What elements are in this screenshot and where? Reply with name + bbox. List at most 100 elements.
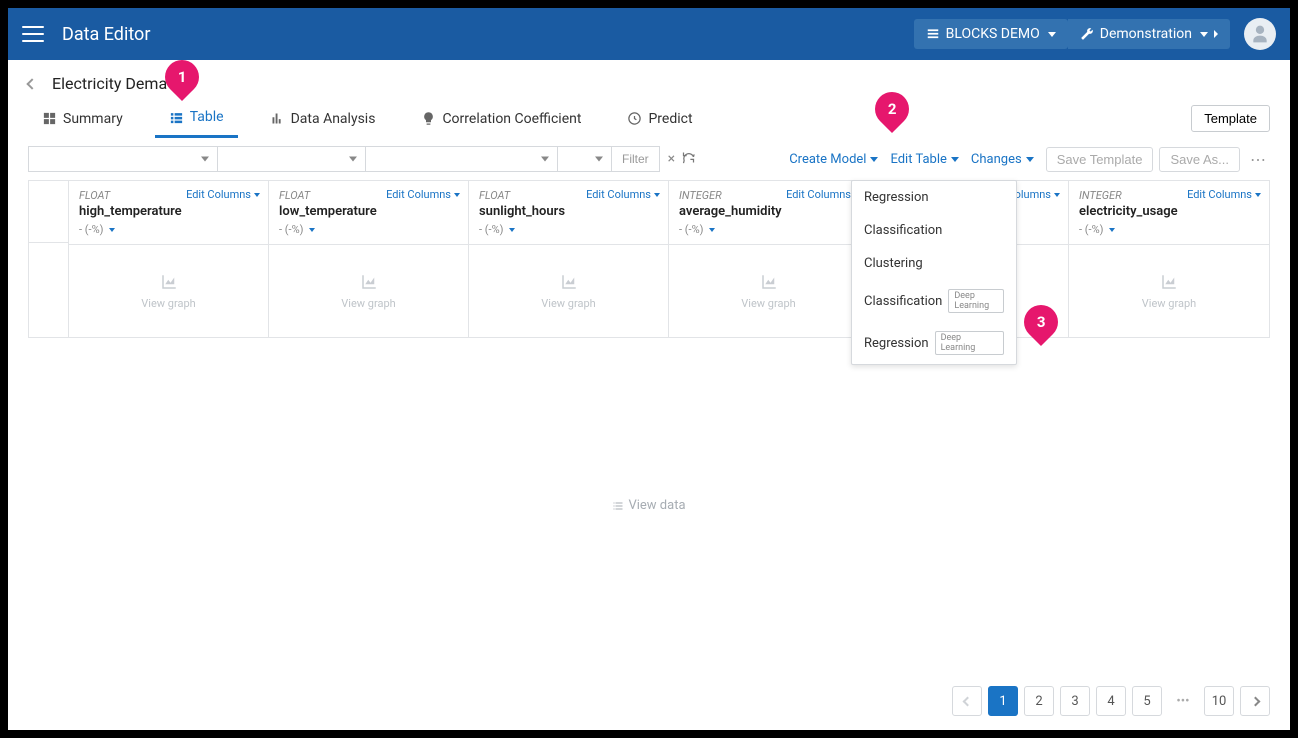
caret-down-icon [1048, 32, 1056, 37]
save-template-button[interactable]: Save Template [1046, 147, 1154, 172]
menu-item-label: Clustering [864, 256, 923, 271]
menu-icon[interactable] [22, 26, 44, 42]
chart-icon [358, 273, 380, 291]
list-icon [612, 500, 624, 512]
view-graph-cell[interactable]: View graph [69, 245, 268, 337]
more-icon[interactable]: ⋯ [1246, 150, 1270, 169]
callout-marker-2: 2 [875, 92, 909, 136]
user-icon [1250, 24, 1270, 44]
edit-columns-link[interactable]: Edit Columns [786, 188, 860, 201]
action-label: Create Model [789, 152, 866, 167]
column-stats[interactable]: - (-%) [79, 223, 258, 236]
toolbar: Filter × Create Model Edit Table Changes… [8, 138, 1290, 180]
refresh-icon[interactable] [681, 150, 696, 169]
avatar[interactable] [1244, 18, 1276, 50]
column-stats[interactable]: - (-%) [479, 223, 658, 236]
column-name: average_humidity [679, 204, 858, 219]
back-icon[interactable] [26, 78, 37, 89]
app-root: Data Editor BLOCKS DEMO Demonstration El… [8, 8, 1290, 730]
callout-marker-3: 3 [1024, 305, 1058, 349]
view-graph-cell[interactable]: View graph [669, 245, 868, 337]
pager-prev[interactable] [952, 686, 982, 716]
edit-columns-link[interactable]: Edit Columns [1187, 188, 1261, 201]
create-model-action[interactable]: Create Model [789, 152, 878, 167]
column-stats[interactable]: - (-%) [679, 223, 858, 236]
menu-item-label: Regression [864, 190, 929, 205]
edit-columns-link[interactable]: Edit Columns [186, 188, 260, 201]
breadcrumb: Electricity Dema n [8, 60, 1290, 99]
column: FLOATEdit Columnssunlight_hours- (-%)Vie… [469, 181, 669, 337]
topbar: Data Editor BLOCKS DEMO Demonstration [8, 8, 1290, 60]
chart-icon [1158, 273, 1180, 291]
tab-correlation[interactable]: Correlation Coefficient [407, 101, 595, 137]
predict-icon [627, 111, 642, 126]
tab-label: Summary [63, 111, 123, 127]
menu-item[interactable]: Classification [852, 214, 1016, 247]
changes-action[interactable]: Changes [971, 152, 1034, 167]
save-as-button[interactable]: Save As... [1159, 147, 1240, 172]
pager-page[interactable]: 2 [1024, 686, 1054, 716]
column: FLOATEdit Columnshigh_temperature- (-%)V… [69, 181, 269, 337]
pager-page[interactable]: 4 [1096, 686, 1126, 716]
create-model-menu: Regression Classification Clustering Classi… [851, 180, 1017, 365]
tab-label: Correlation Coefficient [442, 111, 581, 127]
project-selector[interactable]: BLOCKS DEMO [914, 19, 1068, 49]
filter-select-3[interactable] [366, 146, 558, 172]
menu-item-label: Classification [864, 223, 942, 238]
tab-label: Predict [648, 111, 692, 127]
bulb-icon [421, 111, 436, 126]
chart-icon [558, 273, 580, 291]
filter-select-1[interactable] [28, 146, 218, 172]
tab-analysis[interactable]: Data Analysis [256, 101, 390, 137]
tabs: Summary Table Data Analysis Correlation … [8, 99, 1290, 138]
tab-label: Data Analysis [291, 111, 376, 127]
demo-selector[interactable]: Demonstration [1068, 19, 1230, 49]
layers-icon [926, 27, 940, 41]
view-data-label: View data [628, 498, 685, 513]
view-graph-cell[interactable]: View graph [1069, 245, 1269, 337]
chart-icon [158, 273, 180, 291]
tab-table[interactable]: Table [155, 99, 238, 138]
pagination: 1 2 3 4 5 ••• 10 [952, 686, 1270, 716]
column-name: high_temperature [79, 204, 258, 219]
tab-label: Table [190, 109, 224, 125]
edit-table-action[interactable]: Edit Table [890, 152, 958, 167]
edit-columns-link[interactable]: Edit Columns [386, 188, 460, 201]
view-graph-cell[interactable]: View graph [269, 245, 468, 337]
column-name: electricity_usage [1079, 204, 1259, 219]
menu-item[interactable]: Regression [852, 181, 1016, 214]
filter-select-2[interactable] [218, 146, 366, 172]
pager-ellipsis: ••• [1168, 686, 1198, 716]
tab-predict[interactable]: Predict [613, 101, 706, 137]
clear-icon[interactable]: × [668, 151, 675, 167]
filter-select-4[interactable] [558, 146, 612, 172]
table-icon [169, 110, 184, 125]
tab-summary[interactable]: Summary [28, 101, 137, 137]
pager-page[interactable]: 5 [1132, 686, 1162, 716]
pager-page[interactable]: 3 [1060, 686, 1090, 716]
menu-item[interactable]: Classification Deep Learning [852, 280, 1016, 322]
column-stats[interactable]: - (-%) [279, 223, 458, 236]
view-graph-cell[interactable]: View graph [469, 245, 668, 337]
menu-item[interactable]: RegressionDeep Learning [852, 322, 1016, 364]
menu-item[interactable]: Clustering [852, 247, 1016, 280]
menu-item-label: Regression [864, 336, 929, 351]
caret-down-icon [1200, 32, 1208, 37]
view-data-link[interactable]: View data [8, 498, 1290, 513]
callout-marker-1: 1 [165, 60, 199, 104]
menu-item-label: Classification [864, 294, 942, 309]
demo-label: Demonstration [1100, 26, 1192, 42]
action-label: Changes [971, 152, 1022, 167]
app-title: Data Editor [62, 24, 150, 45]
breadcrumb-title: Electricity Dema n [52, 74, 180, 93]
action-label: Edit Table [890, 152, 946, 167]
pager-page[interactable]: 1 [988, 686, 1018, 716]
pager-next[interactable] [1240, 686, 1270, 716]
template-button[interactable]: Template [1191, 105, 1270, 132]
deep-learning-tag: Deep Learning [948, 289, 1004, 313]
filter-button[interactable]: Filter [612, 146, 660, 172]
pager-page[interactable]: 10 [1204, 686, 1234, 716]
edit-columns-link[interactable]: Edit Columns [586, 188, 660, 201]
column-stats[interactable]: - (-%) [1079, 223, 1259, 236]
columns-strip: FLOATEdit Columnshigh_temperature- (-%)V… [28, 180, 1270, 338]
